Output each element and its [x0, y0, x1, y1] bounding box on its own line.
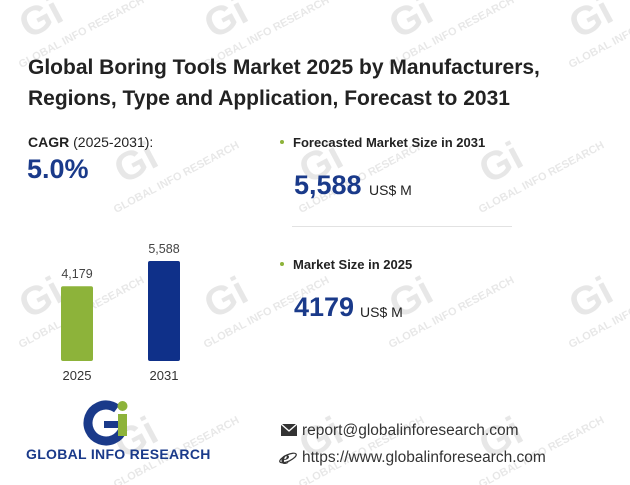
bar-value-label: 5,588 [148, 242, 179, 256]
svg-text:Gi: Gi [562, 0, 620, 47]
logo-mark [83, 400, 129, 446]
svg-text:Gi: Gi [197, 0, 255, 47]
current-label-text: Market Size in 2025 [293, 257, 413, 272]
bullet-dot-icon [280, 139, 284, 144]
contact-email[interactable]: report@globalinforesearch.com [302, 422, 519, 439]
forecast-unit: US$ M [369, 182, 412, 198]
current-unit: US$ M [360, 304, 403, 320]
cagr-value: 5.0% [27, 154, 89, 184]
bar-chart: 4,179 2025 5,588 2031 [61, 242, 180, 383]
cagr-period: (2025-2031): [73, 134, 154, 150]
cagr-label-text: CAGR [28, 134, 70, 150]
svg-text:e: e [281, 449, 290, 466]
current-value: 4179 [294, 292, 355, 322]
svg-text:GLOBAL INFO RESEARCH: GLOBAL INFO RESEARCH [387, 274, 517, 351]
divider [292, 226, 512, 227]
svg-text:GLOBAL INFO RESEARCH: GLOBAL INFO RESEARCH [567, 274, 630, 351]
company-logo [83, 400, 129, 446]
page-title: Global Boring Tools Market 2025 by Manuf… [28, 56, 540, 110]
category-label: 2031 [150, 368, 179, 383]
cagr-label: CAGR (2025-2031): [28, 134, 153, 150]
logo-text: GLOBAL INFO RESEARCH [26, 446, 211, 462]
bar-value-label: 4,179 [61, 267, 92, 281]
forecast-label: Forecasted Market Size in 2031 [280, 135, 485, 150]
svg-text:Gi: Gi [12, 0, 70, 47]
forecast-value: 5,588 [294, 170, 362, 200]
svg-text:Gi: Gi [562, 269, 620, 328]
svg-text:GLOBAL INFO RESEARCH: GLOBAL INFO RESEARCH [112, 139, 242, 216]
envelope-icon [281, 424, 297, 436]
svg-text:Gi: Gi [382, 0, 440, 47]
contact-website[interactable]: https://www.globalinforesearch.com [302, 449, 546, 466]
bar-2031 [148, 261, 180, 361]
ie-browser-icon: e [279, 449, 297, 466]
forecast-label-text: Forecasted Market Size in 2031 [293, 135, 486, 150]
bullet-dot-icon [280, 261, 284, 266]
category-label: 2025 [63, 368, 92, 383]
svg-text:GLOBAL INFO RESEARCH: GLOBAL INFO RESEARCH [477, 139, 607, 216]
current-label: Market Size in 2025 [280, 257, 412, 272]
bar-2025 [61, 286, 93, 361]
